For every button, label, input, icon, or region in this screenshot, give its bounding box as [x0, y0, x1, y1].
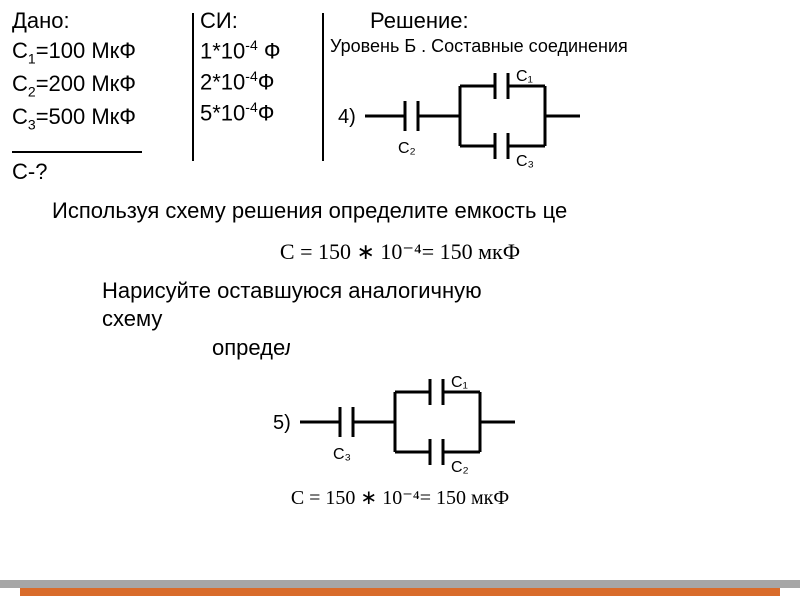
svg-text:C₂: C₂ [398, 140, 416, 157]
si-l2: 2*10-4Ф [200, 67, 314, 98]
instruction-1: Используя схему решения определите емкос… [12, 198, 788, 224]
instruction-2b: схему [12, 305, 788, 334]
bottom-orange-bar [20, 588, 780, 596]
given-title: Дано: [12, 8, 184, 34]
svg-text:C₁: C₁ [516, 68, 533, 85]
formula-1: C = 150 ∗ 10⁻⁴= 150 мкФ [12, 239, 788, 265]
si-title: СИ: [200, 8, 314, 34]
instruction-2a: Нарисуйте оставшуюся аналогичную [12, 277, 788, 306]
svg-text:C₁: C₁ [451, 374, 468, 391]
instruction-3: определите емкость цепи [12, 334, 788, 363]
svg-text:5): 5) [273, 412, 291, 434]
given-c3: C3=500 МкФ [12, 102, 184, 135]
top-section: Дано: C1=100 МкФ C2=200 МкФ C3=500 МкФ C… [12, 8, 788, 188]
formula-2: C = 150 ∗ 10⁻⁴= 150 мкФ [12, 485, 788, 510]
given-c1: C1=100 МкФ [12, 36, 184, 69]
slide-content: Дано: C1=100 МкФ C2=200 МкФ C3=500 МкФ C… [0, 0, 800, 518]
svg-text:4): 4) [338, 106, 356, 128]
svg-text:C₃: C₃ [333, 446, 351, 463]
divider-line-2 [322, 13, 324, 161]
given-question: C-? [12, 157, 184, 188]
circuit-2-svg: 5) C₁ C₃ C₂ [265, 367, 535, 477]
level-text: Уровень Б . Составные соединения [330, 36, 788, 57]
si-l3: 5*10-4Ф [200, 98, 314, 129]
circuit-1: 4) C₁ C₂ C₃ [330, 61, 788, 176]
divider-line-1 [192, 13, 194, 161]
si-l1: 1*10-4 Ф [200, 36, 314, 67]
bottom-decoration [0, 576, 800, 600]
solution-title: Решение: [330, 8, 788, 34]
solution-column: Решение: Уровень Б . Составные соединени… [322, 8, 788, 188]
given-c2: C2=200 МкФ [12, 69, 184, 102]
given-column: Дано: C1=100 МкФ C2=200 МкФ C3=500 МкФ C… [12, 8, 192, 188]
circuit-2-container: 5) C₁ C₃ C₂ [12, 367, 788, 477]
bottom-gray-bar [0, 580, 800, 588]
hrule [12, 151, 142, 153]
circuit-1-svg: 4) C₁ C₂ C₃ [330, 61, 600, 171]
svg-text:C₃: C₃ [516, 153, 534, 170]
svg-text:C₂: C₂ [451, 459, 469, 476]
si-column: СИ: 1*10-4 Ф 2*10-4Ф 5*10-4Ф [192, 8, 322, 188]
